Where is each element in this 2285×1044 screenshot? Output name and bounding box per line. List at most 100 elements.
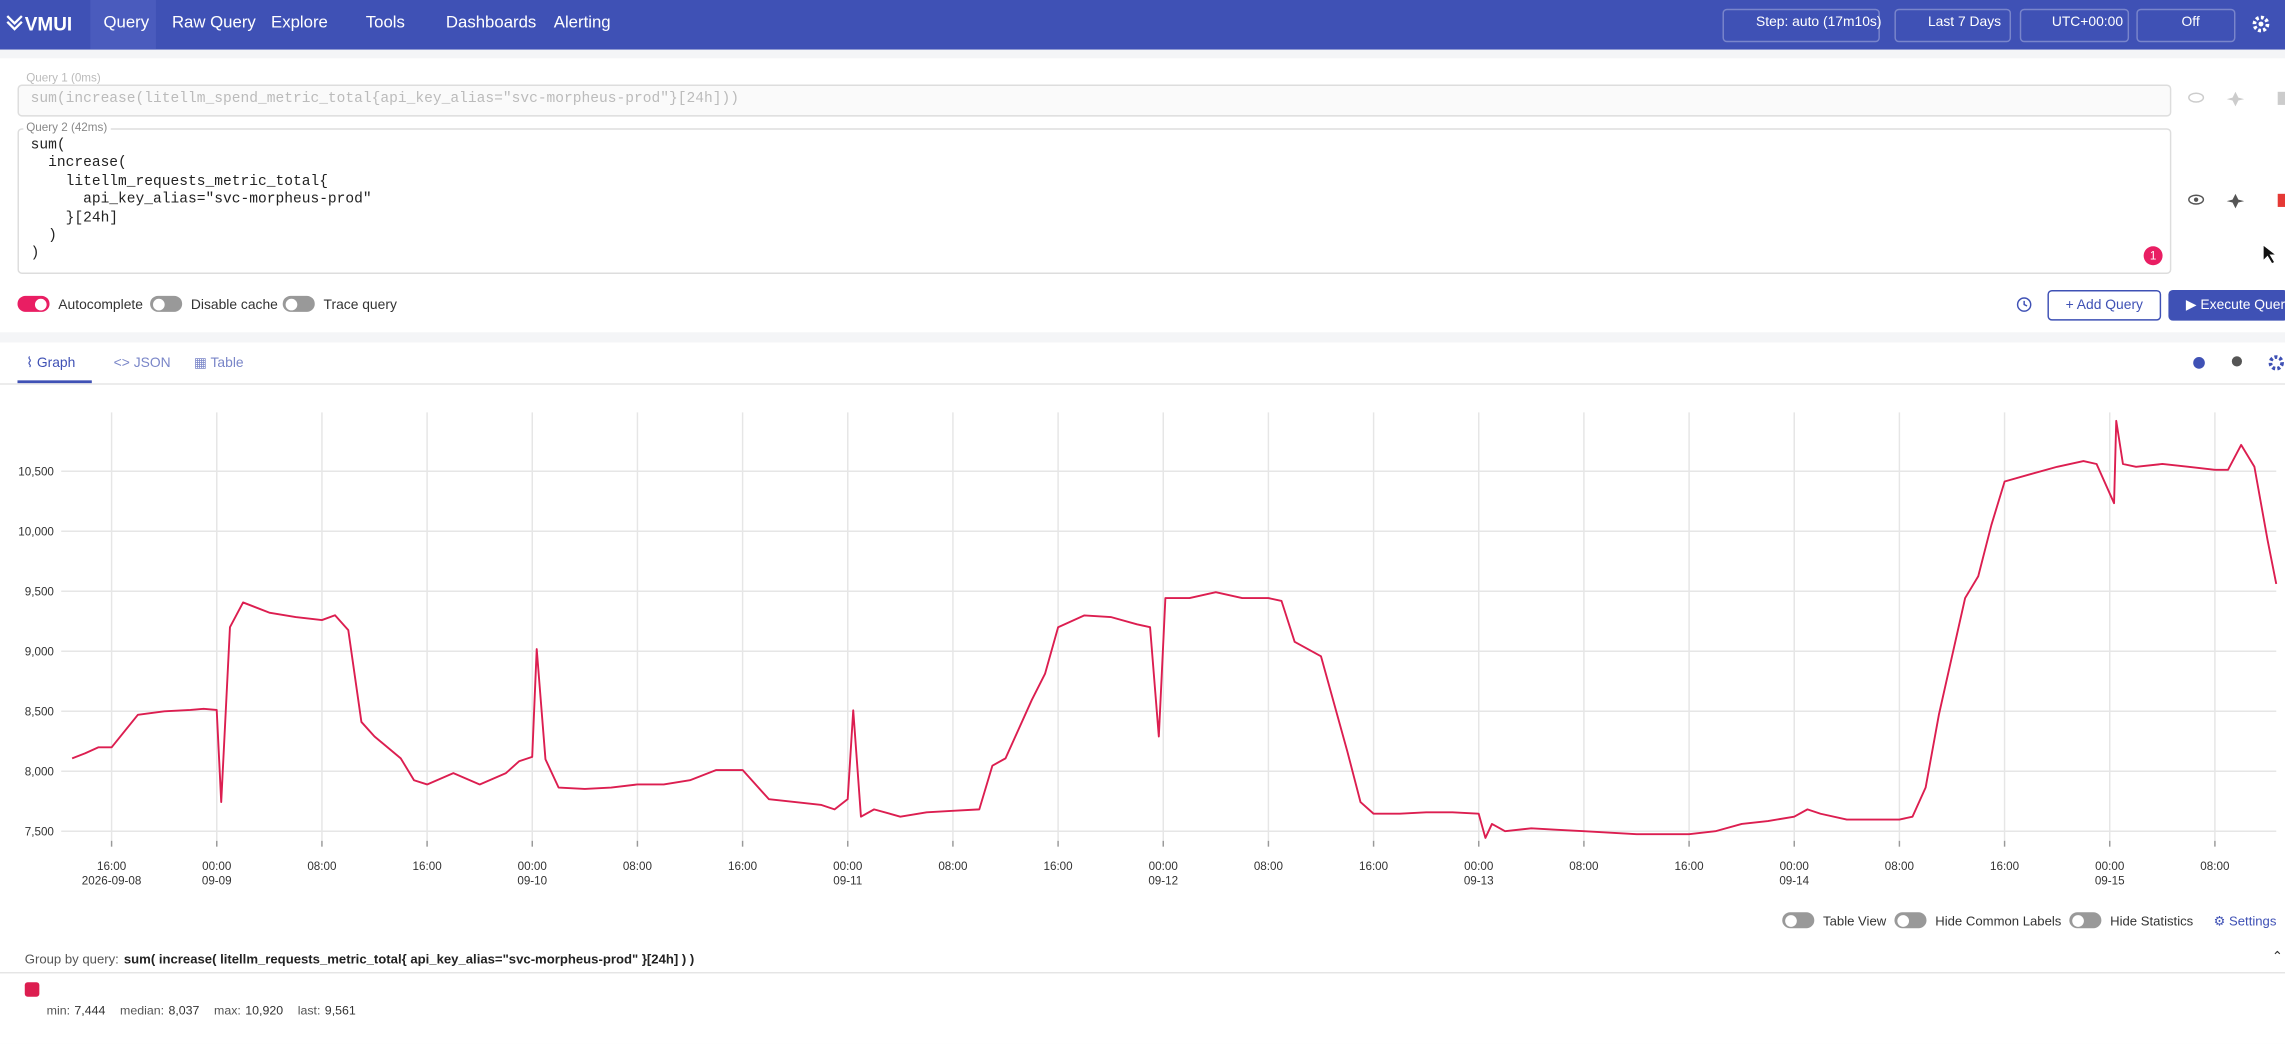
query-label: Query 2 (42ms) — [23, 120, 111, 135]
code-line: ) — [30, 246, 40, 263]
stat-label: max: — [214, 1002, 241, 1018]
x-tick-label: 00:00 09-14 — [1779, 859, 1810, 888]
x-tick-label: 00:00 09-11 — [833, 859, 863, 888]
stat-value: 9,561 — [324, 1002, 356, 1018]
toggle[interactable] — [17, 295, 50, 312]
collapse-icon[interactable]: ⌃ — [2271, 948, 2283, 964]
history-icon[interactable] — [2015, 296, 2032, 313]
settings-button[interactable]: ⚙ Settings — [2213, 913, 2277, 929]
tab[interactable]: ▦ Table — [193, 355, 244, 372]
x-tick-label: 00:00 09-12 — [1148, 859, 1179, 888]
nav-item[interactable]: Alerting — [553, 14, 611, 33]
nav-item[interactable]: Dashboards — [445, 14, 537, 33]
stat-value: 10,920 — [245, 1002, 284, 1018]
button-label: + — [2065, 297, 2077, 314]
x-tick-label: 16:00 — [412, 859, 442, 873]
stat-label: last: — [297, 1002, 321, 1018]
stat-label: median: — [119, 1002, 165, 1018]
x-tick-label: 00:00 09-15 — [2094, 859, 2125, 888]
series-line — [71, 419, 2278, 839]
stat: min: 7,444 — [47, 1003, 106, 1018]
toggle-label: Autocomplete — [58, 297, 143, 314]
legend-stats: min: 7,444 median: 8,037 max: 10,920 last: 9,56… — [47, 1003, 371, 1018]
y-tick-label: 10,000 — [18, 526, 54, 539]
button-label: Add Query — [2076, 297, 2143, 314]
timezone-control[interactable] — [2019, 8, 2130, 43]
x-tick-label: 16:00 — [727, 859, 758, 873]
stat: last: 9,561 — [298, 1003, 356, 1018]
query-input[interactable]: sum(increase(litellm_spend_metric_total{… — [17, 84, 2172, 117]
ai-icon[interactable] — [2226, 193, 2245, 209]
cursor — [2262, 243, 2278, 265]
step-control[interactable] — [1722, 8, 1880, 43]
hide-icon[interactable] — [2188, 92, 2205, 103]
toggle[interactable] — [150, 295, 183, 312]
hide-icon[interactable] — [2188, 194, 2205, 205]
time-control[interactable] — [1894, 8, 2012, 43]
settings-icon[interactable] — [2251, 15, 2270, 34]
hint-icon[interactable] — [2231, 356, 2243, 367]
code-line: }[24h] — [30, 210, 119, 227]
x-tick-label: 16:00 — [1989, 859, 2020, 873]
stat-value: 7,444 — [74, 1002, 106, 1018]
execute-button[interactable]: ▶ Execute Query — [2168, 289, 2285, 321]
timezone: UTC+00:00 — [2051, 14, 2124, 31]
tab[interactable]: <> JSON — [113, 355, 171, 372]
x-tick-label: 16:00 — [1043, 859, 1073, 873]
stat: max: 10,920 — [214, 1003, 283, 1018]
tab-indicator — [17, 380, 92, 384]
ai-icon[interactable] — [2226, 91, 2245, 107]
x-tick-label: 16:00 — [1358, 859, 1389, 873]
nav-item[interactable]: Raw Query — [171, 14, 256, 33]
nav-item[interactable]: Query — [103, 14, 150, 33]
x-tick-label: 00:00 09-10 — [517, 859, 548, 888]
y-tick-label: 10,500 — [18, 466, 54, 479]
tab[interactable]: ⌇ Graph — [26, 355, 76, 372]
toggle-label: Disable cache — [190, 297, 278, 314]
toggle[interactable] — [1782, 912, 1815, 929]
x-tick-label: 16:00 — [1674, 859, 1704, 873]
query-input[interactable]: sum( increase( litellm_requests_metric_t… — [17, 128, 2172, 274]
x-tick-label: 08:00 — [1569, 859, 1599, 873]
button-label: Settings — [2229, 913, 2277, 929]
refresh-control[interactable] — [2136, 8, 2236, 43]
x-axis-labels: 16:00 2026-09-08 00:00 09-09 08:00 16:00 00:… — [0, 393, 2285, 896]
y-tick-label: 9,500 — [25, 586, 55, 599]
button-label: Execute Query — [2200, 297, 2285, 314]
toggle[interactable] — [2069, 912, 2102, 929]
stat: median: 8,037 — [120, 1003, 199, 1018]
toggle-label: Table View — [1823, 913, 1887, 929]
group-by-label: Group by query: — [24, 951, 119, 967]
query-code: sum( increase( litellm_requests_metric_t… — [31, 138, 372, 264]
delete-icon[interactable] — [2277, 91, 2285, 105]
y-tick-label: 8,000 — [25, 766, 55, 779]
settings-icon[interactable] — [2268, 355, 2284, 371]
toggle-label: Hide Statistics — [2110, 913, 2194, 929]
navbar: VMUI Query Raw Query Explore Tools Dashb… — [0, 0, 2285, 50]
x-tick-label: 00:00 09-13 — [1463, 859, 1494, 888]
refresh: Off — [2181, 14, 2200, 31]
query-label: Query 1 (0ms) — [23, 71, 104, 85]
code-line: litellm_requests_metric_total{ — [30, 174, 328, 191]
nav-item[interactable]: Tools — [365, 14, 405, 33]
debug-icon[interactable] — [2193, 357, 2205, 369]
x-tick-label: 00:00 09-09 — [201, 859, 232, 888]
toggle-label: Trace query — [323, 297, 397, 314]
y-tick-label: 8,500 — [25, 706, 55, 719]
add-query-button[interactable]: + Add Query — [2047, 289, 2162, 321]
legend-swatch[interactable] — [24, 982, 40, 997]
toggle[interactable] — [282, 295, 315, 312]
code-line: increase( — [30, 156, 127, 173]
x-tick-label: 08:00 — [1253, 859, 1284, 873]
nav-item[interactable]: Explore — [271, 14, 328, 33]
time-range: Last 7 Days — [1927, 14, 2002, 31]
code-line: ) — [30, 228, 57, 245]
error-badge[interactable]: 1 — [2143, 246, 2163, 266]
x-tick-label: 08:00 — [938, 859, 968, 873]
x-tick-label: 08:00 — [622, 859, 653, 873]
x-tick-label: 16:00 2026-09-08 — [81, 859, 142, 888]
toggle[interactable] — [1894, 912, 1927, 929]
toggle-label: Hide Common Labels — [1935, 913, 2062, 929]
delete-icon[interactable] — [2277, 193, 2285, 207]
